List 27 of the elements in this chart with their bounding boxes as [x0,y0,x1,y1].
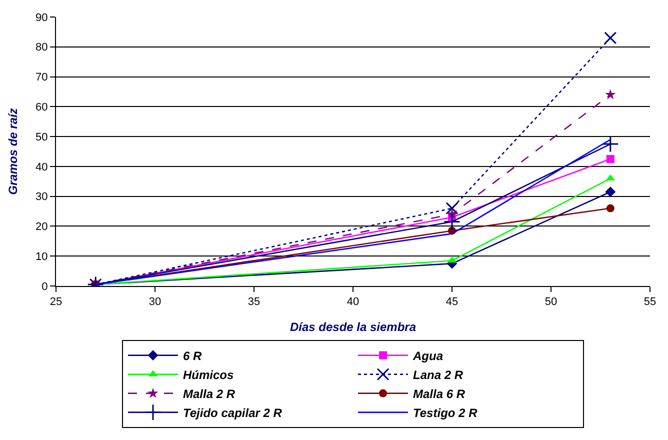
y-tick-label: 40 [36,161,48,174]
y-tick-label: 70 [36,72,48,84]
x-tick-label: 30 [148,296,162,308]
y-tick-label: 60 [36,102,48,114]
legend-label: Testigo 2 R [413,406,478,420]
y-tick-label: 10 [36,250,48,263]
x-tick-label: 50 [544,296,558,308]
x-tick-label: 45 [446,296,458,308]
legend-label: Lana 2 R [413,368,464,382]
y-tick-label: 50 [36,131,48,144]
x-tick-label: 55 [644,296,656,308]
y-tick-label: 90 [36,12,48,24]
legend-label: 6 R [183,348,202,363]
y-tick-label: 30 [36,191,48,204]
legend-label: Malla 2 R [183,386,236,401]
y-tick-label: 80 [36,42,48,54]
x-tick-label: 35 [248,296,260,308]
x-tick-label: 25 [50,296,62,308]
y-tick-label: 20 [36,221,48,234]
x-tick-label: 40 [346,296,360,308]
legend-label: Húmicos [183,368,234,382]
legend-label: Agua [412,348,444,363]
y-axis-title: Gramos de raíz [6,108,20,195]
legend-label: Malla 6 R [413,386,466,401]
legend-label: Tejido capilar 2 R [183,406,282,420]
x-axis-title: Días desde la siembra [290,320,416,334]
y-tick-label: 0 [42,280,48,293]
